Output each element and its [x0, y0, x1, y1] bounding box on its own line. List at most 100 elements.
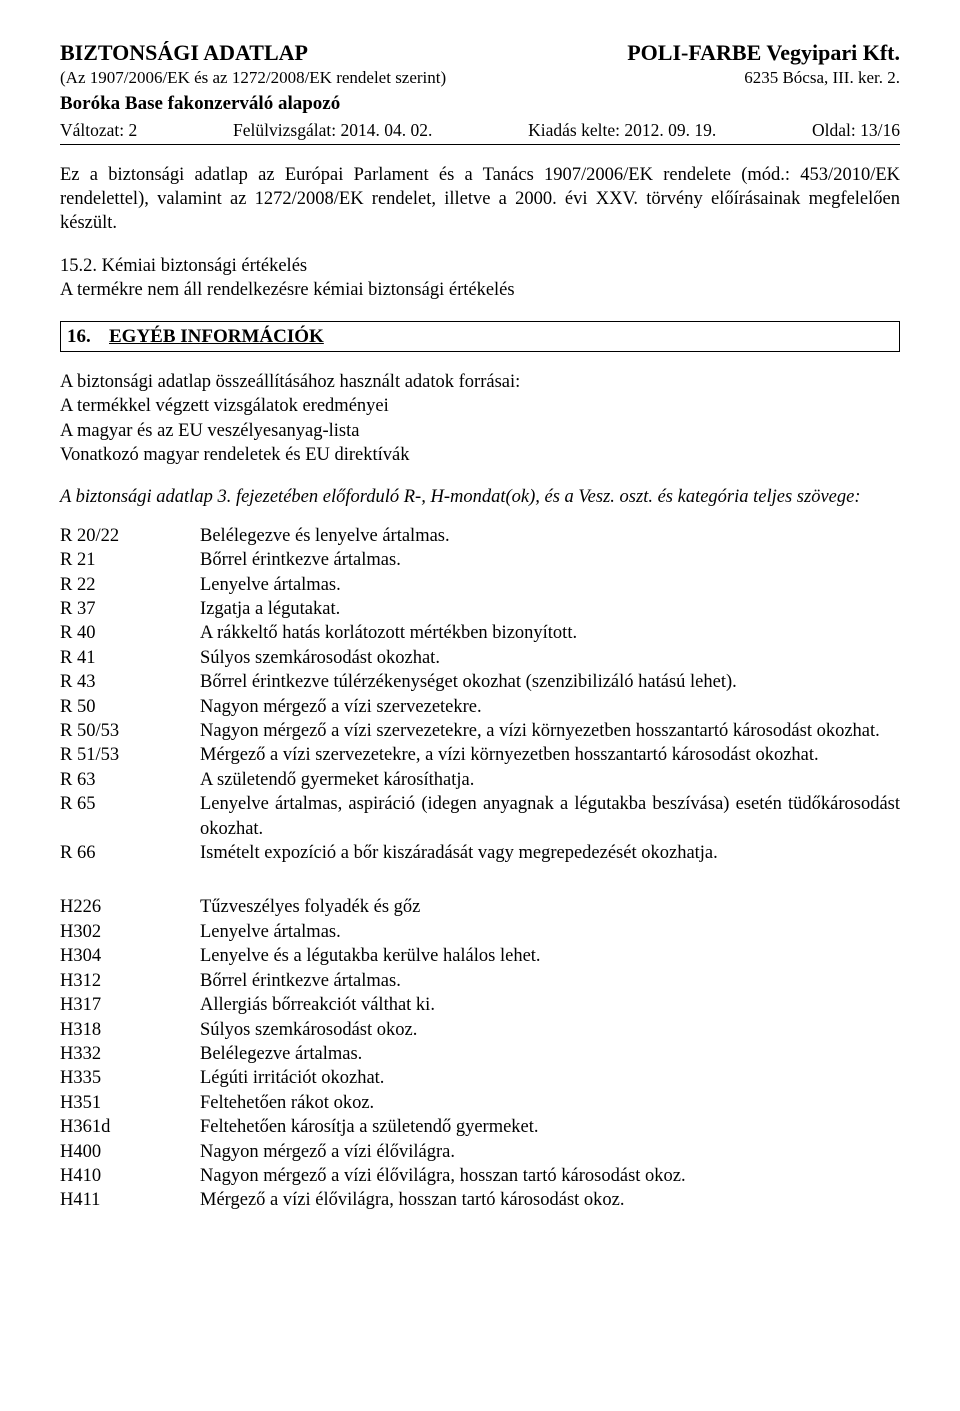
phrase-desc: Lenyelve és a légutakba kerülve halálos … — [200, 944, 900, 968]
phrase-code: H332 — [60, 1042, 200, 1066]
phrase-desc: Súlyos szemkárosodást okozhat. — [200, 646, 900, 670]
phrase-code: R 50/53 — [60, 719, 200, 743]
phrase-code: H410 — [60, 1164, 200, 1188]
phrase-row: H335Légúti irritációt okozhat. — [60, 1066, 900, 1090]
s15-heading: 15.2. Kémiai biztonsági értékelés — [60, 254, 900, 278]
sources-block: A biztonsági adatlap összeállításához ha… — [60, 370, 900, 468]
meta-row: Változat: 2 Felülvizsgálat: 2014. 04. 02… — [60, 119, 900, 145]
h-phrase-table: H226Tűzveszélyes folyadék és gőzH302Leny… — [60, 895, 900, 1212]
phrase-desc: Belélegezve és lenyelve ártalmas. — [200, 524, 900, 548]
phrase-code: R 22 — [60, 573, 200, 597]
phrase-row: R 65Lenyelve ártalmas, aspiráció (idegen… — [60, 792, 900, 841]
phrase-desc: Allergiás bőrreakciót válthat ki. — [200, 993, 900, 1017]
phrase-desc: Nagyon mérgező a vízi szervezetekre. — [200, 695, 900, 719]
phrase-row: R 50/53Nagyon mérgező a vízi szervezetek… — [60, 719, 900, 743]
meta-page: Oldal: 13/16 — [812, 119, 900, 142]
phrase-code: R 21 — [60, 548, 200, 572]
phrase-row: H226Tűzveszélyes folyadék és gőz — [60, 895, 900, 919]
phrase-desc: Lenyelve ártalmas. — [200, 573, 900, 597]
phrase-desc: Belélegezve ártalmas. — [200, 1042, 900, 1066]
section-16-title: EGYÉB INFORMÁCIÓK — [109, 326, 324, 347]
s15-text: A termékre nem áll rendelkezésre kémiai … — [60, 278, 900, 302]
header-row-2: (Az 1907/2006/EK és az 1272/2008/EK rend… — [60, 67, 900, 89]
phrase-row: R 21Bőrrel érintkezve ártalmas. — [60, 548, 900, 572]
phrase-row: H410Nagyon mérgező a vízi élővilágra, ho… — [60, 1164, 900, 1188]
sources-item-3: Vonatkozó magyar rendeletek és EU direkt… — [60, 443, 900, 467]
phrase-row: H400Nagyon mérgező a vízi élővilágra. — [60, 1140, 900, 1164]
phrase-code: H226 — [60, 895, 200, 919]
sources-intro: A biztonsági adatlap összeállításához ha… — [60, 370, 900, 394]
phrase-desc: Izgatja a légutakat. — [200, 597, 900, 621]
meta-variant: Változat: 2 — [60, 119, 137, 142]
phrase-code: R 51/53 — [60, 743, 200, 767]
section-16-num: 16. — [67, 324, 109, 349]
sources-item-1: A termékkel végzett vizsgálatok eredmény… — [60, 394, 900, 418]
phrase-code: H304 — [60, 944, 200, 968]
doc-subtitle-right: 6235 Bócsa, III. ker. 2. — [744, 67, 900, 89]
meta-issue-date: Kiadás kelte: 2012. 09. 19. — [528, 119, 716, 142]
phrase-code: R 20/22 — [60, 524, 200, 548]
phrase-row: H361dFeltehetően károsítja a születendő … — [60, 1115, 900, 1139]
phrase-code: H400 — [60, 1140, 200, 1164]
doc-title-left: BIZTONSÁGI ADATLAP — [60, 38, 308, 67]
phrase-row: R 22Lenyelve ártalmas. — [60, 573, 900, 597]
phrase-desc: Mérgező a vízi szervezetekre, a vízi kör… — [200, 743, 900, 767]
phrase-desc: Mérgező a vízi élővilágra, hosszan tartó… — [200, 1188, 900, 1212]
header-row-1: BIZTONSÁGI ADATLAP POLI-FARBE Vegyipari … — [60, 38, 900, 67]
phrase-row: R 41Súlyos szemkárosodást okozhat. — [60, 646, 900, 670]
section-16-header: 16.EGYÉB INFORMÁCIÓK — [60, 321, 900, 352]
phrase-row: H411Mérgező a vízi élővilágra, hosszan t… — [60, 1188, 900, 1212]
phrase-row: R 63A születendő gyermeket károsíthatja. — [60, 768, 900, 792]
phrase-desc: Feltehetően károsítja a születendő gyerm… — [200, 1115, 900, 1139]
phrase-code: H335 — [60, 1066, 200, 1090]
phrase-code: R 63 — [60, 768, 200, 792]
product-name: Boróka Base fakonzerváló alapozó — [60, 91, 900, 116]
phrase-desc: Lenyelve ártalmas. — [200, 920, 900, 944]
phrase-code: R 41 — [60, 646, 200, 670]
phrase-row: R 66Ismételt expozíció a bőr kiszáradásá… — [60, 841, 900, 865]
phrase-row: R 40A rákkeltő hatás korlátozott mértékb… — [60, 621, 900, 645]
phrase-desc: Bőrrel érintkezve ártalmas. — [200, 969, 900, 993]
phrase-desc: Nagyon mérgező a vízi szervezetekre, a v… — [200, 719, 900, 743]
phrase-desc: Ismételt expozíció a bőr kiszáradását va… — [200, 841, 900, 865]
phrase-code: H318 — [60, 1018, 200, 1042]
phrase-row: H304Lenyelve és a légutakba kerülve halá… — [60, 944, 900, 968]
phrase-code: H317 — [60, 993, 200, 1017]
phrase-row: R 51/53Mérgező a vízi szervezetekre, a v… — [60, 743, 900, 767]
phrase-desc: Nagyon mérgező a vízi élővilágra. — [200, 1140, 900, 1164]
table-spacer — [60, 865, 900, 881]
phrase-row: H332Belélegezve ártalmas. — [60, 1042, 900, 1066]
meta-revision: Felülvizsgálat: 2014. 04. 02. — [233, 119, 432, 142]
phrase-code: R 50 — [60, 695, 200, 719]
phrase-desc: Bőrrel érintkezve ártalmas. — [200, 548, 900, 572]
phrase-desc: Feltehetően rákot okoz. — [200, 1091, 900, 1115]
doc-title-right: POLI-FARBE Vegyipari Kft. — [627, 38, 900, 67]
phrase-row: R 20/22Belélegezve és lenyelve ártalmas. — [60, 524, 900, 548]
sources-item-2: A magyar és az EU veszélyesanyag-lista — [60, 419, 900, 443]
phrase-row: H317Allergiás bőrreakciót válthat ki. — [60, 993, 900, 1017]
phrase-desc: A rákkeltő hatás korlátozott mértékben b… — [200, 621, 900, 645]
phrase-code: R 37 — [60, 597, 200, 621]
phrase-row: H351Feltehetően rákot okoz. — [60, 1091, 900, 1115]
phrase-code: H351 — [60, 1091, 200, 1115]
phrase-desc: Súlyos szemkárosodást okoz. — [200, 1018, 900, 1042]
phrase-desc: Tűzveszélyes folyadék és gőz — [200, 895, 900, 919]
phrase-desc: Bőrrel érintkezve túlérzékenységet okozh… — [200, 670, 900, 694]
phrase-row: H302Lenyelve ártalmas. — [60, 920, 900, 944]
phrase-desc: Lenyelve ártalmas, aspiráció (idegen any… — [200, 792, 900, 841]
phrase-code: R 43 — [60, 670, 200, 694]
phrase-row: H318Súlyos szemkárosodást okoz. — [60, 1018, 900, 1042]
phrase-code: H302 — [60, 920, 200, 944]
phrase-code: H312 — [60, 969, 200, 993]
phrase-code: R 40 — [60, 621, 200, 645]
phrase-row: H312Bőrrel érintkezve ártalmas. — [60, 969, 900, 993]
phrase-code: R 66 — [60, 841, 200, 865]
phrase-code: R 65 — [60, 792, 200, 816]
compliance-paragraph: Ez a biztonsági adatlap az Európai Parla… — [60, 163, 900, 236]
phrase-desc: Légúti irritációt okozhat. — [200, 1066, 900, 1090]
section-15-2: 15.2. Kémiai biztonsági értékelés A term… — [60, 254, 900, 303]
phrase-row: R 43Bőrrel érintkezve túlérzékenységet o… — [60, 670, 900, 694]
r-phrase-table: R 20/22Belélegezve és lenyelve ártalmas.… — [60, 524, 900, 866]
doc-subtitle-left: (Az 1907/2006/EK és az 1272/2008/EK rend… — [60, 67, 446, 89]
phrase-row: R 37Izgatja a légutakat. — [60, 597, 900, 621]
